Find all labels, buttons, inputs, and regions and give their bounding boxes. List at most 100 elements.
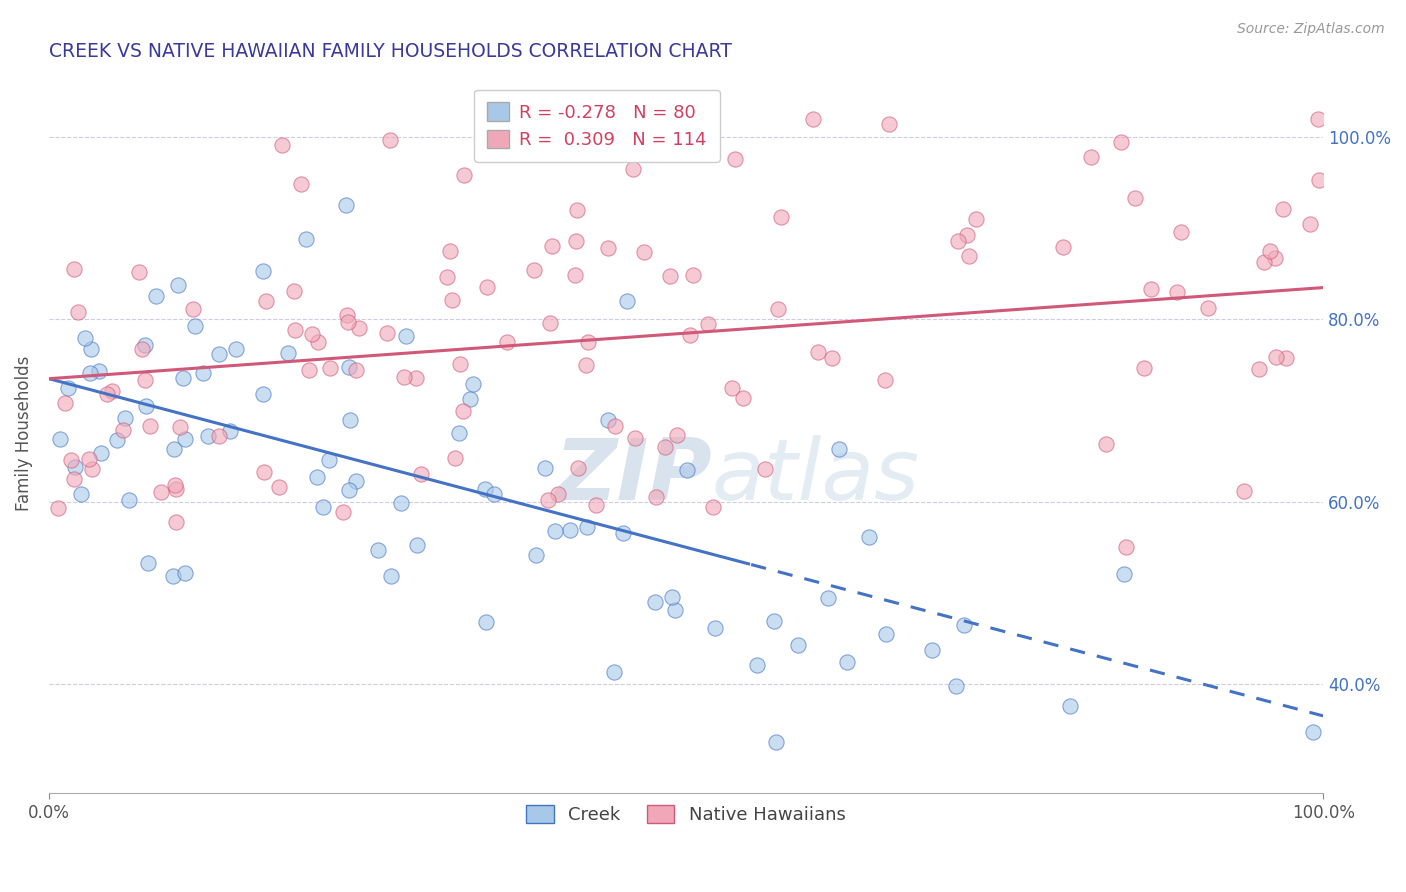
Point [307, 334, 329, 349]
Point [645, 491, 668, 505]
Point [284, 323, 307, 337]
Point [575, 358, 598, 372]
Point [208, 429, 231, 443]
Point [80, 342, 103, 356]
Point [1080, 150, 1102, 164]
Point [172, 370, 194, 384]
Point [1302, 725, 1324, 739]
Point [1258, 244, 1281, 258]
Point [378, 133, 401, 147]
Point [118, 492, 141, 507]
Point [339, 413, 361, 427]
Point [817, 591, 839, 605]
Point [1170, 225, 1192, 239]
Point [547, 487, 569, 501]
Point [208, 347, 231, 361]
Point [1264, 252, 1286, 266]
Point [290, 178, 312, 192]
Point [654, 440, 676, 454]
Point [439, 244, 461, 259]
Point [541, 238, 564, 252]
Point [139, 418, 162, 433]
Point [336, 309, 359, 323]
Point [1197, 301, 1219, 316]
Point [787, 638, 810, 652]
Point [821, 351, 844, 365]
Text: CREEK VS NATIVE HAWAIIAN FAMILY HOUSEHOLDS CORRELATION CHART: CREEK VS NATIVE HAWAIIAN FAMILY HOUSEHOL… [49, 42, 733, 61]
Point [318, 452, 340, 467]
Point [565, 234, 588, 248]
Point [875, 373, 897, 387]
Point [1247, 362, 1270, 376]
Legend: Creek, Native Hawaiians: Creek, Native Hawaiians [516, 794, 856, 835]
Point [451, 403, 474, 417]
Point [344, 474, 367, 488]
Point [375, 326, 398, 340]
Point [67, 304, 90, 318]
Point [184, 319, 207, 334]
Point [763, 615, 786, 629]
Point [765, 735, 787, 749]
Point [337, 360, 360, 375]
Point [679, 328, 702, 343]
Point [585, 498, 607, 512]
Point [53, 396, 76, 410]
Point [702, 500, 724, 514]
Point [1308, 112, 1330, 126]
Point [575, 520, 598, 534]
Point [90, 445, 112, 459]
Point [807, 345, 830, 359]
Point [745, 658, 768, 673]
Point [63, 261, 86, 276]
Point [163, 478, 186, 492]
Point [523, 263, 546, 277]
Point [174, 432, 197, 446]
Point [731, 391, 754, 405]
Point [197, 429, 219, 443]
Point [661, 590, 683, 604]
Point [405, 370, 427, 384]
Point [135, 399, 157, 413]
Point [1133, 361, 1156, 376]
Point [295, 231, 318, 245]
Point [337, 315, 360, 329]
Point [319, 361, 342, 376]
Point [380, 569, 402, 583]
Point [801, 112, 824, 126]
Point [1114, 567, 1136, 582]
Point [721, 382, 744, 396]
Point [484, 487, 506, 501]
Point [1052, 239, 1074, 253]
Point [965, 212, 987, 227]
Point [612, 525, 634, 540]
Point [105, 433, 128, 447]
Point [1123, 190, 1146, 204]
Point [149, 484, 172, 499]
Point [46, 500, 69, 515]
Point [1115, 540, 1137, 554]
Point [253, 465, 276, 479]
Point [344, 363, 367, 377]
Point [145, 289, 167, 303]
Y-axis label: Family Households: Family Households [15, 356, 32, 511]
Point [461, 376, 484, 391]
Point [335, 198, 357, 212]
Point [1166, 285, 1188, 299]
Point [682, 268, 704, 283]
Point [658, 268, 681, 283]
Point [828, 442, 851, 457]
Point [436, 269, 458, 284]
Point [337, 483, 360, 497]
Point [676, 462, 699, 476]
Point [666, 427, 689, 442]
Point [111, 423, 134, 437]
Point [441, 293, 464, 307]
Point [181, 302, 204, 317]
Point [449, 357, 471, 371]
Text: Source: ZipAtlas.com: Source: ZipAtlas.com [1237, 22, 1385, 37]
Point [724, 152, 747, 166]
Point [633, 244, 655, 259]
Point [945, 679, 967, 693]
Point [297, 363, 319, 377]
Point [537, 492, 560, 507]
